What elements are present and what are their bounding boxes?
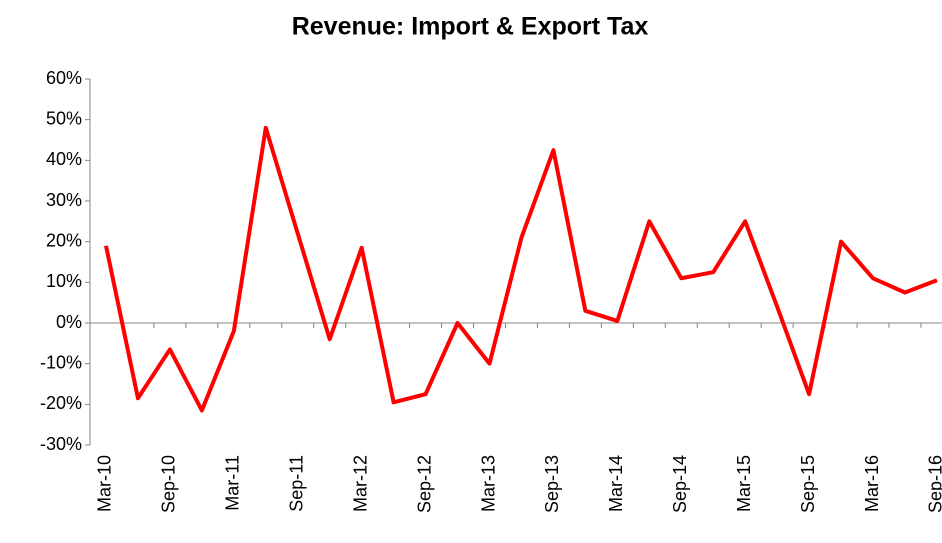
y-tick-label: -10% xyxy=(40,352,82,372)
y-tick-label: 0% xyxy=(56,312,82,332)
x-tick-label: Mar-13 xyxy=(478,455,498,512)
x-tick-label: Mar-16 xyxy=(862,455,882,512)
x-tick-label: Sep-12 xyxy=(414,455,434,513)
x-tick-label: Mar-11 xyxy=(223,455,243,511)
y-tick-label: -20% xyxy=(40,393,82,413)
x-tick-label: Sep-13 xyxy=(542,455,562,513)
y-tick-label: 50% xyxy=(46,108,82,128)
y-tick-label: 20% xyxy=(46,230,82,250)
x-tick-label: Mar-14 xyxy=(606,455,626,512)
y-tick-label: 60% xyxy=(46,68,82,88)
data-line xyxy=(104,125,938,413)
x-tick-label: Sep-11 xyxy=(286,455,306,512)
x-tick-label: Mar-10 xyxy=(95,455,115,512)
y-tick-label: 40% xyxy=(46,149,82,169)
x-tick-label: Sep-15 xyxy=(798,455,818,513)
x-tick-label: Sep-14 xyxy=(670,455,690,513)
x-tick-label: Mar-12 xyxy=(350,455,370,512)
x-tick-label: Sep-16 xyxy=(926,455,942,513)
y-tick-label: 10% xyxy=(46,271,82,291)
x-tick-label: Mar-15 xyxy=(734,455,754,512)
chart-title: Revenue: Import & Export Tax xyxy=(292,13,649,41)
x-tick-label: Sep-10 xyxy=(159,455,179,513)
y-tick-label: -30% xyxy=(40,434,82,454)
y-tick-label: 30% xyxy=(46,190,82,210)
